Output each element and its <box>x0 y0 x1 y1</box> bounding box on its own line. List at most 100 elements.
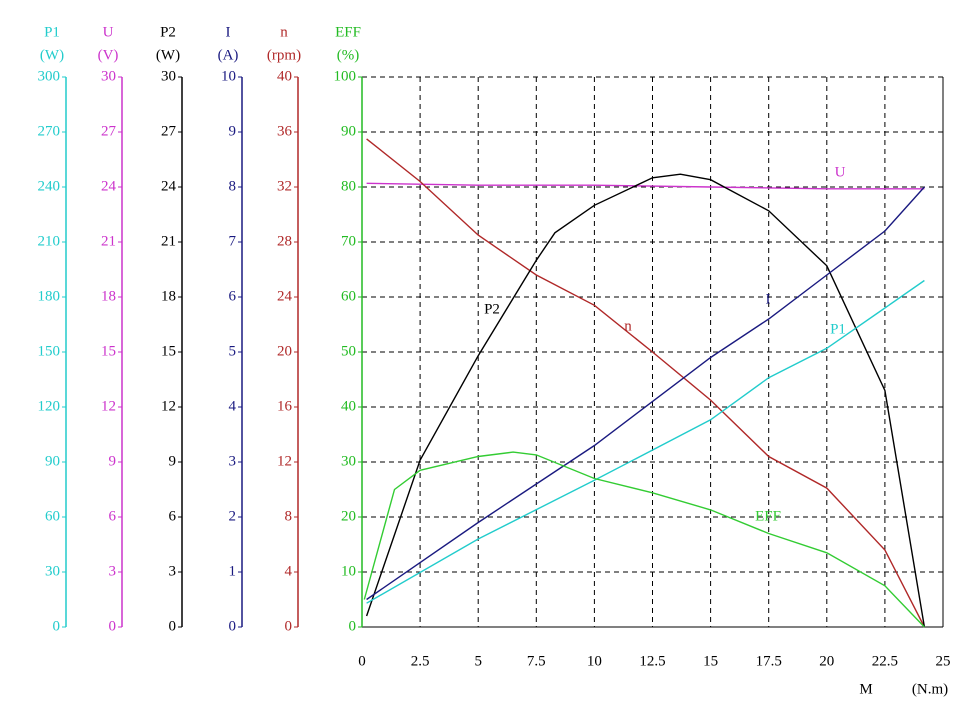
y-tick-label: 0 <box>53 618 61 634</box>
series-label: n <box>624 318 632 334</box>
y-tick-label: 0 <box>285 618 293 634</box>
y-tick-label: 16 <box>277 398 293 414</box>
y-tick-label: 18 <box>161 288 176 304</box>
y-tick-label: 210 <box>38 233 61 249</box>
y-tick-label: 150 <box>38 343 61 359</box>
axis-unit: (W) <box>156 47 180 63</box>
x-tick-label: 12.5 <box>639 653 665 669</box>
y-tick-label: 9 <box>169 453 177 469</box>
y-tick-label: 60 <box>45 508 60 524</box>
y-tick-label: 0 <box>349 618 357 634</box>
y-tick-label: 60 <box>341 288 356 304</box>
x-tick-label: 22.5 <box>872 653 898 669</box>
y-tick-label: 240 <box>38 178 61 194</box>
y-tick-label: 10 <box>341 563 356 579</box>
y-tick-label: 15 <box>101 343 116 359</box>
series-line <box>366 138 926 628</box>
y-tick-label: 50 <box>341 343 356 359</box>
series-label: P2 <box>484 301 500 317</box>
y-tick-label: 5 <box>229 343 237 359</box>
y-tick-label: 0 <box>169 618 177 634</box>
y-tick-label: 90 <box>45 453 60 469</box>
y-tick-label: 21 <box>101 233 116 249</box>
axis-unit: (%) <box>337 47 360 63</box>
series-line <box>366 186 925 601</box>
axis-name: n <box>280 24 288 40</box>
axis-name: EFF <box>335 24 361 40</box>
y-tick-label: 6 <box>229 288 237 304</box>
axis-name: P1 <box>44 24 60 40</box>
y-tick-label: 36 <box>277 123 293 139</box>
y-tick-label: 30 <box>101 68 116 84</box>
axis-unit: (A) <box>218 47 239 63</box>
y-tick-label: 4 <box>285 563 293 579</box>
y-tick-label: 8 <box>285 508 293 524</box>
y-tick-label: 0 <box>109 618 117 634</box>
y-tick-label: 20 <box>277 343 292 359</box>
y-tick-label: 30 <box>161 68 176 84</box>
y-tick-label: 15 <box>161 343 176 359</box>
y-tick-label: 40 <box>341 398 356 414</box>
y-tick-label: 1 <box>229 563 237 579</box>
y-tick-label: 20 <box>341 508 356 524</box>
y-tick-label: 3 <box>109 563 117 579</box>
y-tick-label: 120 <box>38 398 61 414</box>
axis-name: P2 <box>160 24 176 40</box>
y-tick-label: 300 <box>38 68 61 84</box>
series-label: I <box>766 291 771 307</box>
y-tick-label: 3 <box>229 453 237 469</box>
y-tick-label: 10 <box>221 68 236 84</box>
series-label: U <box>835 164 846 180</box>
y-tick-label: 180 <box>38 288 61 304</box>
y-tick-label: 12 <box>161 398 176 414</box>
y-tick-label: 80 <box>341 178 356 194</box>
y-tick-label: 90 <box>341 123 356 139</box>
y-tick-label: 24 <box>101 178 117 194</box>
series-label: P1 <box>830 321 846 337</box>
series-line <box>363 451 925 628</box>
y-tick-label: 3 <box>169 563 177 579</box>
y-tick-label: 30 <box>341 453 356 469</box>
y-tick-label: 12 <box>277 453 292 469</box>
y-tick-label: 9 <box>109 453 117 469</box>
y-tick-label: 70 <box>341 233 356 249</box>
y-tick-label: 100 <box>334 68 357 84</box>
y-tick-label: 2 <box>229 508 237 524</box>
y-tick-label: 32 <box>277 178 292 194</box>
y-tick-label: 7 <box>229 233 237 249</box>
x-tick-label: 25 <box>936 653 951 669</box>
x-tick-label: 10 <box>587 653 602 669</box>
y-tick-label: 12 <box>101 398 116 414</box>
series-line <box>366 279 925 604</box>
x-tick-label: 17.5 <box>756 653 782 669</box>
y-tick-label: 6 <box>169 508 177 524</box>
y-tick-label: 6 <box>109 508 117 524</box>
x-tick-label: 7.5 <box>527 653 546 669</box>
y-tick-label: 0 <box>229 618 237 634</box>
y-tick-label: 40 <box>277 68 292 84</box>
y-tick-label: 18 <box>101 288 116 304</box>
x-tick-label: 0 <box>358 653 366 669</box>
y-tick-label: 24 <box>161 178 177 194</box>
axis-unit: (rpm) <box>267 47 301 63</box>
axis-name: U <box>103 24 114 40</box>
series-line <box>365 173 926 628</box>
series-label: EFF <box>755 508 781 524</box>
y-tick-label: 24 <box>277 288 293 304</box>
axis-unit: (V) <box>98 47 119 63</box>
x-tick-label: 20 <box>819 653 834 669</box>
x-tick-label: 5 <box>474 653 482 669</box>
series-line <box>366 182 925 190</box>
x-tick-label: 15 <box>703 653 718 669</box>
y-tick-label: 8 <box>229 178 237 194</box>
axis-unit: (W) <box>40 47 64 63</box>
y-tick-label: 9 <box>229 123 237 139</box>
y-tick-label: 27 <box>101 123 117 139</box>
x-axis-unit: (N.m) <box>912 681 948 697</box>
y-tick-label: 270 <box>38 123 61 139</box>
x-tick-label: 2.5 <box>411 653 430 669</box>
y-tick-label: 27 <box>161 123 177 139</box>
x-axis-label: M <box>859 681 872 697</box>
y-tick-label: 4 <box>229 398 237 414</box>
axis-name: I <box>226 24 231 40</box>
